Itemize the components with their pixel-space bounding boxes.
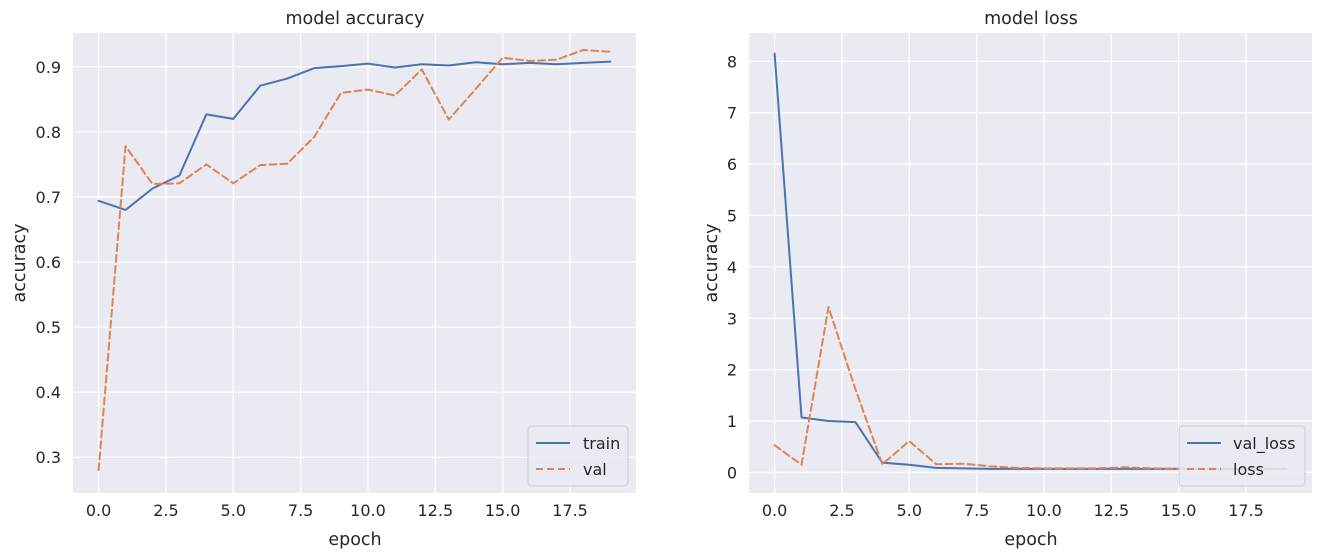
y-tick-label: 5: [727, 206, 737, 225]
y-tick-label: 6: [727, 155, 737, 174]
legend-box: [1178, 425, 1306, 487]
y-tick-label: 7: [727, 104, 737, 123]
y-tick-label: 3: [727, 309, 737, 328]
series-line-val: [97, 48, 612, 472]
chart-title: model loss: [984, 9, 1078, 29]
legend-label-loss: loss: [1233, 460, 1264, 479]
x-axis-label: epoch: [1004, 530, 1057, 550]
x-tick-label: 7.5: [964, 501, 989, 520]
x-tick-label: 15.0: [1161, 501, 1197, 520]
y-tick-label: 0.9: [36, 58, 61, 77]
y-tick-label: 0.4: [36, 383, 61, 402]
x-tick-label: 2.5: [153, 501, 178, 520]
y-tick-label: 0: [727, 463, 737, 482]
x-tick-label: 10.0: [350, 501, 386, 520]
y-tick-label: 4: [727, 258, 737, 277]
x-tick-label: 2.5: [829, 501, 854, 520]
accuracy-chart: model accuracy 0.0 2.5 5.0 7.5 10.0 12.5 15.0 1…: [10, 9, 636, 550]
y-tick-label: 0.8: [36, 123, 61, 142]
loss-chart: model loss 0.0 2.5 5.0 7.5 10.0 12.5 15.0 17.5 …: [702, 9, 1312, 550]
y-tick-label: 0.3: [36, 448, 61, 467]
chart-title: model accuracy: [285, 9, 424, 29]
y-tick-label: 8: [727, 52, 737, 71]
y-tick-label: 0.6: [36, 253, 61, 272]
x-tick-label: 5.0: [897, 501, 922, 520]
legend-label-train: train: [583, 434, 620, 453]
x-tick-label: 17.5: [1228, 501, 1264, 520]
y-tick-label: 2: [727, 361, 737, 380]
legend-label-val: val: [583, 460, 607, 479]
legend-box: [527, 425, 629, 487]
plot-area: [749, 33, 1312, 493]
y-axis-label: accuracy: [702, 224, 722, 303]
y-axis-label: accuracy: [10, 224, 30, 303]
x-axis-label: epoch: [328, 530, 381, 550]
legend-label-val-loss: val_loss: [1233, 434, 1296, 454]
x-tick-label: 15.0: [485, 501, 521, 520]
x-tick-label: 7.5: [288, 501, 313, 520]
y-tick-label: 1: [727, 412, 737, 431]
y-tick-label: 0.7: [36, 188, 61, 207]
x-tick-label: 12.5: [418, 501, 454, 520]
x-tick-label: 0.0: [86, 501, 111, 520]
plot-area: [73, 33, 636, 493]
x-tick-label: 17.5: [552, 501, 588, 520]
series-line-train: [97, 60, 612, 211]
legend: train val: [527, 425, 629, 487]
x-tick-label: 10.0: [1026, 501, 1062, 520]
x-tick-label: 5.0: [221, 501, 246, 520]
y-tick-label: 0.5: [36, 318, 61, 337]
x-tick-label: 0.0: [762, 501, 787, 520]
x-tick-label: 12.5: [1094, 501, 1130, 520]
legend: val_loss loss: [1178, 425, 1306, 487]
